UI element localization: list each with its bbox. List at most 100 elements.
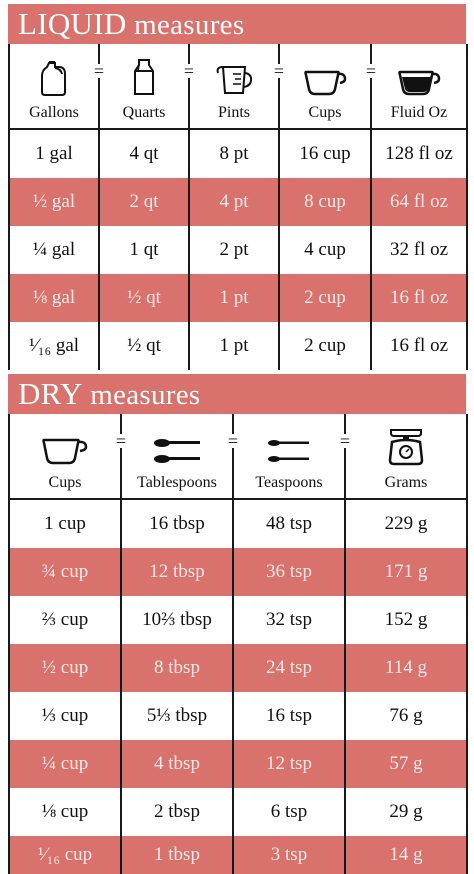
dry-header-row: Cups = Tablespoons = — [8, 414, 468, 500]
equals-sign: = — [363, 62, 379, 80]
table-cell: 3 tsp — [232, 836, 346, 874]
table-cell: 16 tsp — [232, 692, 346, 740]
equals-sign: = — [181, 62, 197, 80]
filled-bowl-icon — [398, 70, 441, 96]
table-cell: 1 pt — [188, 322, 280, 370]
dry-header-tablespoons: Tablespoons = — [120, 414, 241, 500]
table-cell: 8 tbsp — [120, 644, 234, 692]
table-cell: 32 tsp — [232, 596, 346, 644]
table-cell: 1 pt — [188, 274, 280, 322]
table-cell: 16 cup — [278, 129, 372, 178]
dry-title-word: DRY — [18, 376, 83, 411]
table-cell: ¹⁄₁₆ gal — [8, 322, 100, 370]
liquid-header-label: Fluid Oz — [390, 104, 448, 121]
table-cell: ¹⁄₁₆ cup — [8, 836, 122, 874]
cup-bowl-icon — [304, 70, 347, 96]
table-row: ¾ cup 12 tbsp 36 tsp 171 g — [8, 548, 468, 596]
table-row: ½ gal 2 qt 4 pt 8 cup 64 fl oz — [8, 178, 468, 226]
teaspoons-icon — [268, 440, 309, 462]
table-cell: ¼ gal — [8, 226, 100, 274]
table-row: ¹⁄₁₆ cup 1 tbsp 3 tsp 14 g — [8, 836, 468, 874]
table-cell: 16 tbsp — [120, 499, 234, 548]
liquid-header-fluid-oz: Fluid Oz — [370, 44, 468, 130]
liquid-section-title: LIQUID measures — [8, 4, 466, 44]
measuring-cup-icon — [216, 66, 253, 94]
table-cell: 57 g — [344, 740, 468, 788]
table-row: ¼ cup 4 tbsp 12 tsp 57 g — [8, 740, 468, 788]
table-cell: 32 fl oz — [370, 226, 468, 274]
table-row: ⅓ cup 5⅓ tbsp 16 tsp 76 g — [8, 692, 468, 740]
table-cell: 2 cup — [278, 274, 372, 322]
table-cell: 5⅓ tbsp — [120, 692, 234, 740]
table-row: ⅛ gal ½ qt 1 pt 2 cup 16 fl oz — [8, 274, 468, 322]
table-cell: 10⅔ tbsp — [120, 596, 234, 644]
kitchen-scale-icon — [388, 429, 424, 466]
tablespoons-icon — [154, 439, 200, 463]
table-cell: ¼ cup — [8, 740, 122, 788]
dry-header-label: Tablespoons — [137, 474, 217, 491]
table-cell: 1 tbsp — [120, 836, 234, 874]
table-row: ¹⁄₁₆ gal ½ qt 1 pt 2 cup 16 fl oz — [8, 322, 468, 370]
dry-header-label: Teaspoons — [255, 474, 323, 491]
table-cell: 4 qt — [98, 129, 190, 178]
dry-header-label: Grams — [384, 474, 428, 491]
equals-sign: = — [91, 62, 107, 80]
table-cell: 8 cup — [278, 178, 372, 226]
dry-table: Cups = Tablespoons = — [8, 414, 468, 874]
table-cell: 2 tbsp — [120, 788, 234, 836]
dry-header-cups: Cups = — [8, 414, 129, 500]
table-cell: 229 g — [344, 499, 468, 548]
table-row: ⅛ cup 2 tbsp 6 tsp 29 g — [8, 788, 468, 836]
table-cell: ½ qt — [98, 274, 190, 322]
table-cell: 12 tsp — [232, 740, 346, 788]
liquid-header-cups: Cups = — [278, 44, 379, 130]
table-cell: 152 g — [344, 596, 468, 644]
table-cell: 1 qt — [98, 226, 190, 274]
gallon-jug-icon — [41, 61, 66, 96]
liquid-header-gallons: Gallons = — [8, 44, 107, 130]
table-cell: 2 cup — [278, 322, 372, 370]
table-cell: 14 g — [344, 836, 468, 874]
dry-title-rest: measures — [90, 379, 201, 411]
table-cell: ½ qt — [98, 322, 190, 370]
dry-header-grams: Grams — [344, 414, 468, 500]
table-cell: ⅛ cup — [8, 788, 122, 836]
table-row: ¼ gal 1 qt 2 pt 4 cup 32 fl oz — [8, 226, 468, 274]
table-cell: 48 tsp — [232, 499, 346, 548]
table-cell: 12 tbsp — [120, 548, 234, 596]
liquid-header-label: Gallons — [29, 104, 79, 121]
table-cell: 114 g — [344, 644, 468, 692]
liquid-header-label: Cups — [308, 104, 342, 121]
table-cell: ⅛ gal — [8, 274, 100, 322]
table-cell: 2 pt — [188, 226, 280, 274]
equals-sign: = — [337, 432, 353, 450]
table-row: ⅔ cup 10⅔ tbsp 32 tsp 152 g — [8, 596, 468, 644]
table-cell: 2 qt — [98, 178, 190, 226]
dry-header-teaspoons: Teaspoons = — [232, 414, 353, 500]
table-cell: 16 fl oz — [370, 322, 468, 370]
table-row: 1 gal 4 qt 8 pt 16 cup 128 fl oz — [8, 129, 468, 178]
table-cell: 128 fl oz — [370, 129, 468, 178]
table-cell: ⅓ cup — [8, 692, 122, 740]
dry-header-label: Cups — [48, 474, 82, 491]
table-row: ½ cup 8 tbsp 24 tsp 114 g — [8, 644, 468, 692]
table-cell: ¾ cup — [8, 548, 122, 596]
table-cell: ½ cup — [8, 644, 122, 692]
liquid-header-row: Gallons = Quarts = — [8, 44, 468, 130]
equals-sign: = — [225, 432, 241, 450]
equals-sign: = — [271, 62, 287, 80]
table-cell: 76 g — [344, 692, 468, 740]
liquid-header-pints: Pints = — [188, 44, 287, 130]
liquid-header-label: Quarts — [122, 104, 166, 121]
table-cell: 29 g — [344, 788, 468, 836]
table-row: 1 cup 16 tbsp 48 tsp 229 g — [8, 499, 468, 548]
table-cell: ½ gal — [8, 178, 100, 226]
table-cell: 8 pt — [188, 129, 280, 178]
table-cell: 4 cup — [278, 226, 372, 274]
table-cell: 4 tbsp — [120, 740, 234, 788]
table-cell: 171 g — [344, 548, 468, 596]
table-cell: 24 tsp — [232, 644, 346, 692]
table-cell: 64 fl oz — [370, 178, 468, 226]
liquid-title-word: LIQUID — [18, 6, 127, 41]
